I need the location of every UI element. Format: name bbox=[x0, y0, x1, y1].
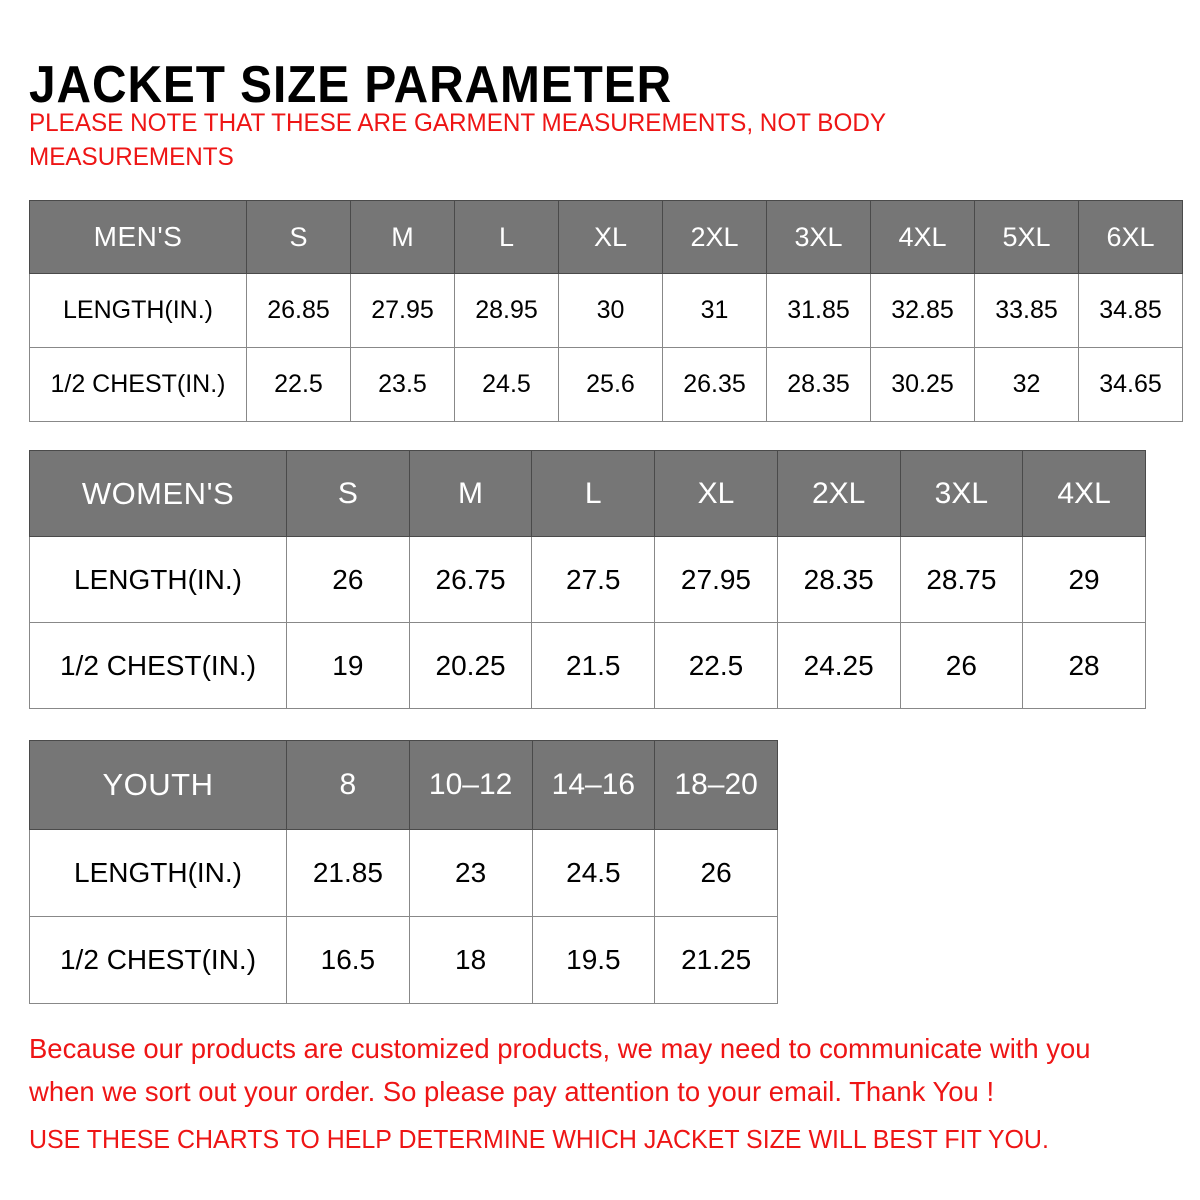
table-row: 1/2 CHEST(IN.) 19 20.25 21.5 22.5 24.25 … bbox=[29, 622, 1146, 709]
use-charts-note: USE THESE CHARTS TO HELP DETERMINE WHICH… bbox=[29, 1124, 1049, 1154]
mens-length-3xl: 31.85 bbox=[766, 273, 871, 348]
mens-chest-4xl: 30.25 bbox=[870, 347, 975, 422]
womens-chest-4xl: 28 bbox=[1022, 622, 1146, 709]
mens-row-label-chest: 1/2 CHEST(IN.) bbox=[29, 347, 247, 422]
womens-col-m: M bbox=[408, 450, 533, 537]
mens-col-s: S bbox=[246, 200, 351, 274]
womens-col-2xl: 2XL bbox=[776, 450, 901, 537]
womens-chest-xl: 22.5 bbox=[654, 622, 778, 709]
youth-chest-10-12: 18 bbox=[408, 916, 533, 1004]
womens-chest-2xl: 24.25 bbox=[776, 622, 901, 709]
mens-length-4xl: 32.85 bbox=[870, 273, 975, 348]
mens-table-header: MEN'S S M L XL 2XL 3XL 4XL 5XL 6XL bbox=[29, 200, 1183, 274]
womens-row-label-chest: 1/2 CHEST(IN.) bbox=[29, 622, 287, 709]
womens-col-s: S bbox=[286, 450, 410, 537]
mens-chest-l: 24.5 bbox=[454, 347, 559, 422]
youth-row-label-chest: 1/2 CHEST(IN.) bbox=[29, 916, 287, 1004]
table-header-row: WOMEN'S S M L XL 2XL 3XL 4XL bbox=[29, 450, 1146, 537]
youth-length-18-20: 26 bbox=[654, 829, 778, 917]
mens-chest-m: 23.5 bbox=[350, 347, 455, 422]
womens-chest-l: 21.5 bbox=[531, 622, 656, 709]
youth-length-14-16: 24.5 bbox=[531, 829, 656, 917]
womens-length-3xl: 28.75 bbox=[899, 536, 1024, 623]
youth-col-14-16: 14–16 bbox=[531, 740, 656, 830]
womens-length-s: 26 bbox=[286, 536, 410, 623]
mens-chest-6xl: 34.65 bbox=[1078, 347, 1183, 422]
mens-chest-3xl: 28.35 bbox=[766, 347, 871, 422]
mens-corner-label: MEN'S bbox=[29, 200, 247, 274]
mens-col-l: L bbox=[454, 200, 559, 274]
youth-col-18-20: 18–20 bbox=[654, 740, 778, 830]
womens-length-2xl: 28.35 bbox=[776, 536, 901, 623]
youth-length-8: 21.85 bbox=[286, 829, 410, 917]
womens-length-4xl: 29 bbox=[1022, 536, 1146, 623]
youth-length-10-12: 23 bbox=[408, 829, 533, 917]
mens-length-s: 26.85 bbox=[246, 273, 351, 348]
mens-col-5xl: 5XL bbox=[974, 200, 1079, 274]
mens-length-l: 28.95 bbox=[454, 273, 559, 348]
table-row: 1/2 CHEST(IN.) 22.5 23.5 24.5 25.6 26.35… bbox=[29, 347, 1183, 422]
mens-length-xl: 30 bbox=[558, 273, 663, 348]
womens-col-xl: XL bbox=[654, 450, 778, 537]
youth-size-table: YOUTH 8 10–12 14–16 18–20 LENGTH(IN.) 21… bbox=[29, 740, 778, 1004]
table-header-row: MEN'S S M L XL 2XL 3XL 4XL 5XL 6XL bbox=[29, 200, 1183, 274]
womens-table-body: LENGTH(IN.) 26 26.75 27.5 27.95 28.35 28… bbox=[29, 536, 1146, 709]
mens-col-6xl: 6XL bbox=[1078, 200, 1183, 274]
garment-measurement-note: PLEASE NOTE THAT THESE ARE GARMENT MEASU… bbox=[29, 109, 886, 171]
womens-col-l: L bbox=[531, 450, 656, 537]
mens-length-6xl: 34.85 bbox=[1078, 273, 1183, 348]
youth-chest-8: 16.5 bbox=[286, 916, 410, 1004]
womens-table-header: WOMEN'S S M L XL 2XL 3XL 4XL bbox=[29, 450, 1146, 537]
youth-corner-label: YOUTH bbox=[29, 740, 287, 830]
table-row: LENGTH(IN.) 26.85 27.95 28.95 30 31 31.8… bbox=[29, 273, 1183, 348]
table-row: 1/2 CHEST(IN.) 16.5 18 19.5 21.25 bbox=[29, 916, 778, 1004]
youth-chest-18-20: 21.25 bbox=[654, 916, 778, 1004]
customization-note: Because our products are customized prod… bbox=[29, 1033, 1091, 1107]
mens-size-table: MEN'S S M L XL 2XL 3XL 4XL 5XL 6XL LENGT… bbox=[29, 200, 1183, 422]
womens-row-label-length: LENGTH(IN.) bbox=[29, 536, 287, 623]
womens-length-m: 26.75 bbox=[408, 536, 533, 623]
page-title: JACKET SIZE PARAMETER bbox=[29, 55, 673, 114]
table-row: LENGTH(IN.) 26 26.75 27.5 27.95 28.35 28… bbox=[29, 536, 1146, 623]
mens-chest-2xl: 26.35 bbox=[662, 347, 767, 422]
mens-col-2xl: 2XL bbox=[662, 200, 767, 274]
womens-chest-3xl: 26 bbox=[899, 622, 1024, 709]
womens-chest-m: 20.25 bbox=[408, 622, 533, 709]
youth-row-label-length: LENGTH(IN.) bbox=[29, 829, 287, 917]
table-header-row: YOUTH 8 10–12 14–16 18–20 bbox=[29, 740, 778, 830]
youth-col-8: 8 bbox=[286, 740, 410, 830]
mens-length-m: 27.95 bbox=[350, 273, 455, 348]
mens-col-3xl: 3XL bbox=[766, 200, 871, 274]
mens-chest-5xl: 32 bbox=[974, 347, 1079, 422]
mens-chest-s: 22.5 bbox=[246, 347, 351, 422]
youth-chest-14-16: 19.5 bbox=[531, 916, 656, 1004]
womens-col-3xl: 3XL bbox=[899, 450, 1024, 537]
womens-corner-label: WOMEN'S bbox=[29, 450, 287, 537]
youth-table-body: LENGTH(IN.) 21.85 23 24.5 26 1/2 CHEST(I… bbox=[29, 829, 778, 1004]
youth-col-10-12: 10–12 bbox=[408, 740, 533, 830]
mens-length-5xl: 33.85 bbox=[974, 273, 1079, 348]
womens-length-l: 27.5 bbox=[531, 536, 656, 623]
womens-size-table: WOMEN'S S M L XL 2XL 3XL 4XL LENGTH(IN.)… bbox=[29, 450, 1146, 709]
youth-table-header: YOUTH 8 10–12 14–16 18–20 bbox=[29, 740, 778, 830]
mens-table-body: LENGTH(IN.) 26.85 27.95 28.95 30 31 31.8… bbox=[29, 273, 1183, 422]
mens-col-xl: XL bbox=[558, 200, 663, 274]
womens-length-xl: 27.95 bbox=[654, 536, 778, 623]
table-row: LENGTH(IN.) 21.85 23 24.5 26 bbox=[29, 829, 778, 917]
womens-chest-s: 19 bbox=[286, 622, 410, 709]
mens-row-label-length: LENGTH(IN.) bbox=[29, 273, 247, 348]
mens-col-4xl: 4XL bbox=[870, 200, 975, 274]
mens-chest-xl: 25.6 bbox=[558, 347, 663, 422]
womens-col-4xl: 4XL bbox=[1022, 450, 1146, 537]
mens-length-2xl: 31 bbox=[662, 273, 767, 348]
mens-col-m: M bbox=[350, 200, 455, 274]
